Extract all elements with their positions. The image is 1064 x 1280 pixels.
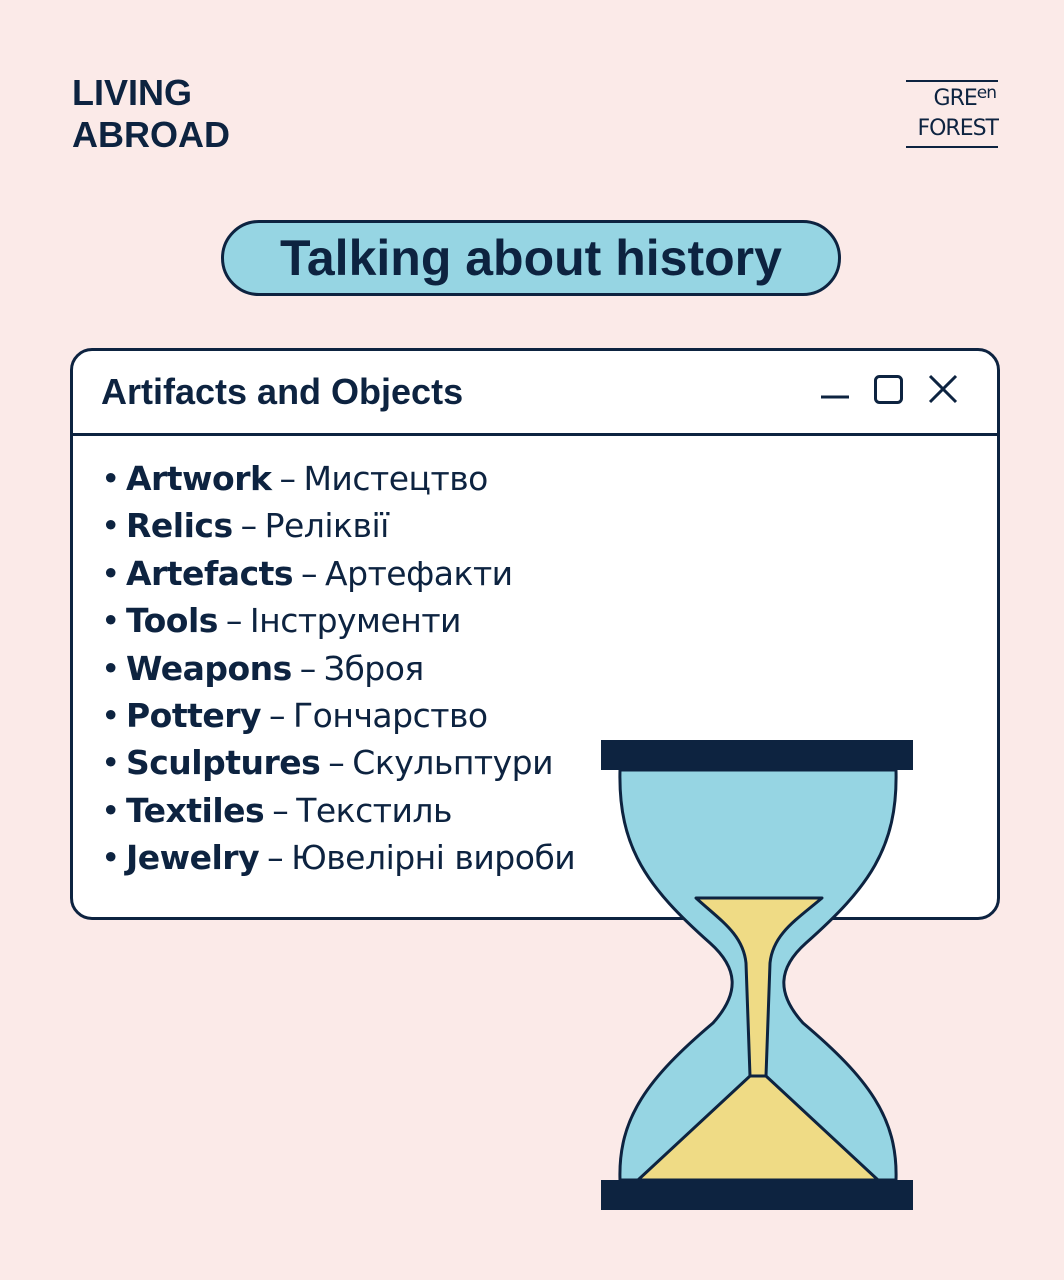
term-ukrainian: Артефакти: [325, 553, 513, 593]
list-item: • Pottery – Гончарство: [101, 695, 488, 735]
term-ukrainian: Зброя: [323, 648, 425, 688]
vocabulary-list: • Artwork – Мистецтво • Relics – Реліквії • Art…: [101, 455, 576, 882]
brand-title: LIVING ABROAD: [72, 72, 230, 156]
term-ukrainian: Інструменти: [249, 601, 462, 641]
hourglass-icon: [598, 738, 916, 1212]
term-english: Pottery: [125, 695, 262, 735]
term-ukrainian: Мистецтво: [303, 459, 488, 498]
page-title: Talking about history: [280, 230, 782, 286]
green-forest-logo: GREen FOREST: [906, 80, 999, 148]
window-title-bar: Artifacts and Objects: [73, 351, 997, 436]
minimize-icon[interactable]: [817, 371, 853, 407]
brand-line-2: ABROAD: [72, 114, 230, 155]
term-english: Artwork: [125, 459, 272, 498]
term-english: Tools: [125, 601, 218, 641]
list-item: • Weapons – Зброя: [101, 648, 425, 688]
list-item: • Artefacts – Артефакти: [101, 553, 513, 593]
brand-line-1: LIVING: [72, 72, 193, 113]
term-english: Sculptures: [125, 743, 321, 783]
list-item: • Relics – Реліквії: [101, 506, 390, 546]
list-item: • Sculptures – Скульптури: [101, 743, 554, 783]
window-title: Artifacts and Objects: [101, 371, 464, 412]
term-ukrainian: Гончарство: [293, 695, 488, 735]
list-item: • Tools – Інструменти: [101, 601, 462, 641]
logo-line-1-sup: en: [976, 83, 997, 103]
maximize-icon[interactable]: [871, 371, 907, 407]
list-item: • Jewelry – Ювелірні вироби: [101, 838, 576, 878]
term-ukrainian: Скульптури: [352, 743, 554, 783]
term-ukrainian: Реліквії: [264, 506, 390, 546]
logo-line-2: FOREST: [917, 116, 999, 141]
close-icon[interactable]: [925, 371, 961, 407]
logo-line-1-main: GRE: [933, 86, 978, 111]
term-english: Artefacts: [125, 553, 294, 593]
term-ukrainian: Текстиль: [296, 790, 452, 830]
term-english: Weapons: [125, 648, 292, 688]
term-ukrainian: Ювелірні вироби: [291, 838, 576, 878]
term-english: Relics: [125, 506, 233, 546]
term-english: Textiles: [125, 790, 265, 830]
vocab-window: Artifacts and Objects • Artwork – Мистецтво…: [70, 348, 1000, 920]
list-item: • Textiles – Текстиль: [101, 790, 452, 830]
term-english: Jewelry: [125, 838, 260, 878]
logo-line-1: GREen: [933, 83, 997, 111]
page-title-pill: Talking about history: [221, 220, 841, 296]
list-item: • Artwork – Мистецтво: [101, 459, 488, 498]
